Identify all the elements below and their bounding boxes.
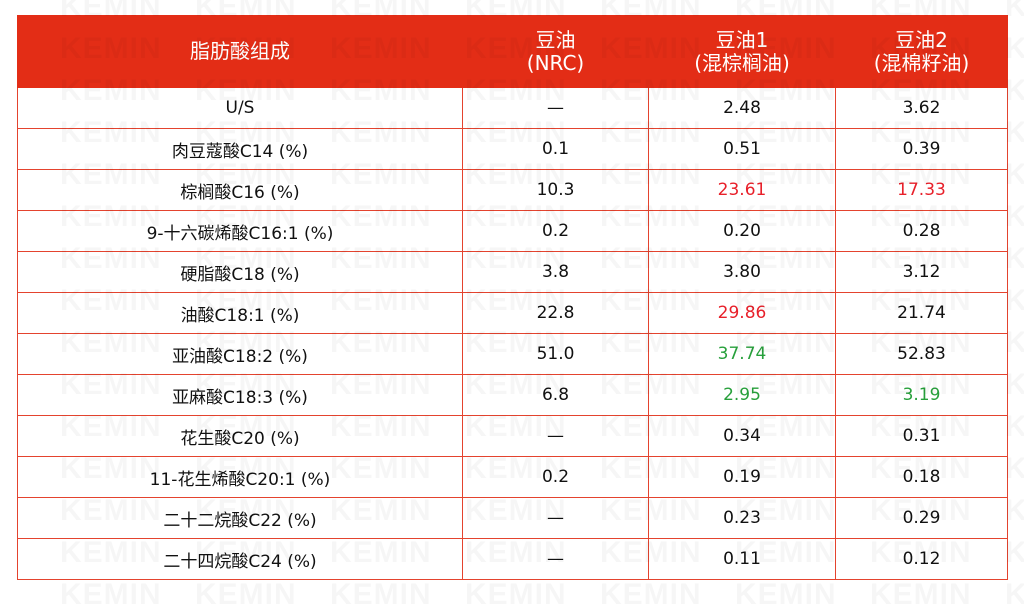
cell-soy-1: 0.20	[648, 210, 836, 252]
cell-soy-2: 0.31	[835, 415, 1008, 457]
cell-soy-2: 3.12	[835, 251, 1008, 293]
header-fatty-acid: 脂肪酸组成	[17, 15, 463, 88]
cell-soy-1: 37.74	[648, 333, 836, 375]
cell-soy-nrc: 22.8	[462, 292, 649, 334]
table-row: U/S —2.48 3.62	[17, 87, 1008, 129]
cell-soy-nrc: —	[462, 538, 649, 580]
table-row: 花生酸C20 (%) —0.34 0.31	[17, 415, 1008, 457]
cell-soy-nrc: 51.0	[462, 333, 649, 375]
cell-soy-2: 17.33	[835, 169, 1008, 211]
table-row: 硬脂酸C18 (%) 3.8 3.80 3.12	[17, 251, 1008, 293]
header-soy-1: 豆油1 (混棕榈油)	[648, 15, 836, 88]
cell-soy-2: 0.39	[835, 128, 1008, 170]
header-line: 豆油2	[895, 27, 948, 52]
cell-fatty-acid: 亚油酸C18:2 (%)	[17, 333, 463, 375]
cell-soy-nrc: 3.8	[462, 251, 649, 293]
table-row: 亚麻酸C18:3 (%) 6.8 2.95 3.19	[17, 374, 1008, 416]
cell-fatty-acid: 花生酸C20 (%)	[17, 415, 463, 457]
watermark-logo: KEMIN	[600, 578, 702, 612]
cell-fatty-acid: 硬脂酸C18 (%)	[17, 251, 463, 293]
table-row: 肉豆蔻酸C14 (%) 0.1 0.51 0.39	[17, 128, 1008, 170]
table-row: 亚油酸C18:2 (%) 51.0 37.74 52.83	[17, 333, 1008, 375]
watermark-logo: KEMIN	[465, 578, 567, 612]
header-line: (混棉籽油)	[873, 50, 970, 75]
cell-fatty-acid: 9-十六碳烯酸C16:1 (%)	[17, 210, 463, 252]
watermark-logo: KEMIN	[870, 578, 972, 612]
table-row: 二十二烷酸C22 (%) —0.23 0.29	[17, 497, 1008, 539]
cell-fatty-acid: 肉豆蔻酸C14 (%)	[17, 128, 463, 170]
header-line: (混棕榈油)	[694, 50, 790, 75]
cell-soy-nrc: 0.2	[462, 456, 649, 498]
table-row: 油酸C18:1 (%) 22.8 29.86 21.74	[17, 292, 1008, 334]
watermark-logo: KEMIN	[60, 578, 162, 612]
cell-soy-2: 52.83	[835, 333, 1008, 375]
cell-soy-1: 2.95	[648, 374, 836, 416]
cell-fatty-acid: 亚麻酸C18:3 (%)	[17, 374, 463, 416]
cell-soy-1: 0.23	[648, 497, 836, 539]
table-row: 棕榈酸C16 (%) 10.3 23.61 17.33	[17, 169, 1008, 211]
watermark-logo: KEMIN	[735, 578, 837, 612]
cell-soy-2: 3.19	[835, 374, 1008, 416]
cell-soy-2: 0.28	[835, 210, 1008, 252]
cell-soy-1: 0.34	[648, 415, 836, 457]
cell-soy-nrc: 6.8	[462, 374, 649, 416]
cell-soy-nrc: 10.3	[462, 169, 649, 211]
header-line: 脂肪酸组成	[190, 39, 290, 63]
header-soy-2: 豆油2 (混棉籽油)	[835, 15, 1008, 88]
cell-soy-nrc: —	[462, 497, 649, 539]
header-line: (NRC)	[526, 50, 585, 75]
cell-soy-2: 21.74	[835, 292, 1008, 334]
cell-soy-1: 0.19	[648, 456, 836, 498]
cell-fatty-acid: 油酸C18:1 (%)	[17, 292, 463, 334]
header-soy-nrc: 豆油 (NRC)	[462, 15, 649, 88]
cell-soy-2: 0.12	[835, 538, 1008, 580]
table-row: 二十四烷酸C24 (%) —0.11 0.12	[17, 538, 1008, 580]
table-row: 9-十六碳烯酸C16:1 (%) 0.2 0.20 0.28	[17, 210, 1008, 252]
cell-fatty-acid: 11-花生烯酸C20:1 (%)	[17, 456, 463, 498]
header-row: 脂肪酸组成 豆油 (NRC) 豆油1 (混棕榈油) 豆油2 (混棉籽油)	[17, 15, 1008, 88]
cell-soy-1: 2.48	[648, 87, 836, 129]
cell-soy-1: 3.80	[648, 251, 836, 293]
header-line: 豆油	[535, 27, 576, 52]
table-row: 11-花生烯酸C20:1 (%) 0.2 0.19 0.18	[17, 456, 1008, 498]
watermark-logo: KEMIN	[195, 578, 297, 612]
cell-soy-1: 0.51	[648, 128, 836, 170]
header-line: 豆油1	[715, 27, 769, 52]
cell-fatty-acid: 二十四烷酸C24 (%)	[17, 538, 463, 580]
cell-soy-1: 29.86	[648, 292, 836, 334]
cell-soy-2: 0.29	[835, 497, 1008, 539]
cell-soy-2: 3.62	[835, 87, 1008, 129]
cell-fatty-acid: U/S	[17, 87, 463, 129]
cell-soy-1: 0.11	[648, 538, 836, 580]
cell-soy-nrc: —	[462, 87, 649, 129]
cell-soy-nrc: 0.2	[462, 210, 649, 252]
cell-soy-2: 0.18	[835, 456, 1008, 498]
cell-fatty-acid: 棕榈酸C16 (%)	[17, 169, 463, 211]
watermark-logo: KEMIN	[330, 578, 432, 612]
fatty-acid-table: 脂肪酸组成 豆油 (NRC) 豆油1 (混棕榈油) 豆油2 (混棉籽油) U/S —2.48 3…	[17, 15, 1008, 580]
cell-soy-1: 23.61	[648, 169, 836, 211]
cell-soy-nrc: —	[462, 415, 649, 457]
watermark-logo: KEMIN	[1005, 578, 1024, 612]
cell-fatty-acid: 二十二烷酸C22 (%)	[17, 497, 463, 539]
cell-soy-nrc: 0.1	[462, 128, 649, 170]
